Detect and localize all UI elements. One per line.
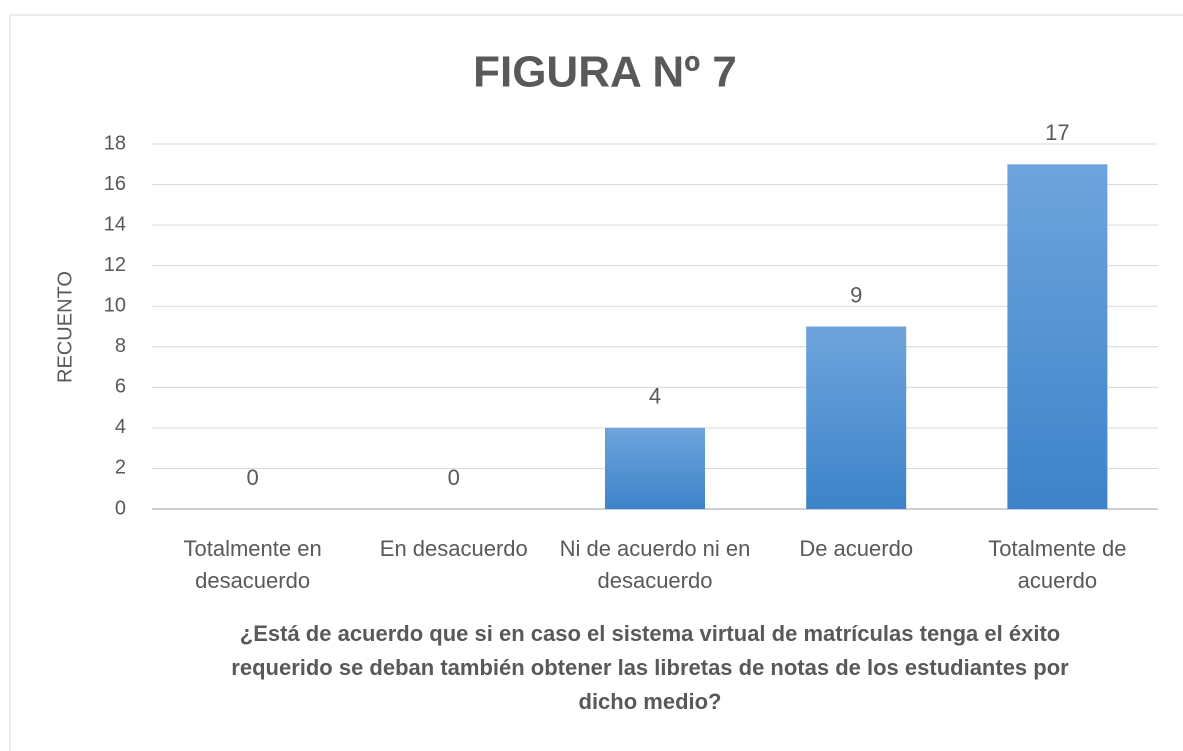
data-label: 17 [1045,120,1069,145]
x-axis-label: ¿Está de acuerdo que si en caso el siste… [231,621,1069,714]
y-tick-label: 10 [104,295,126,317]
x-tick-label: Totalmente en desacuerdo [183,536,322,593]
data-label: 4 [649,384,661,409]
x-tick-label: De acuerdo [799,536,914,561]
y-tick-label: 18 [104,132,126,154]
y-tick-label: 14 [104,213,126,235]
y-axis-label: RECUENTO [54,271,76,383]
bar [806,326,907,509]
data-label: 9 [850,282,862,307]
y-tick-label: 2 [115,457,126,479]
chart-title: FIGURA Nº 7 [473,48,737,97]
y-tick-label: 4 [115,416,126,438]
data-label: 0 [246,465,258,490]
x-tick-label: Ni de acuerdo ni en desacuerdo [559,536,751,593]
y-tick-label: 6 [115,376,126,398]
bar [1007,164,1108,509]
x-tick-label: Totalmente de acuerdo [988,536,1127,593]
y-tick-label: 8 [115,335,126,357]
y-tick-label: 0 [115,497,126,519]
x-tick-label: En desacuerdo [379,536,528,561]
data-label: 0 [448,465,460,490]
y-tick-label: 16 [104,173,126,195]
bar [605,427,705,509]
chart-border [9,14,1183,751]
y-tick-label: 12 [104,254,126,276]
